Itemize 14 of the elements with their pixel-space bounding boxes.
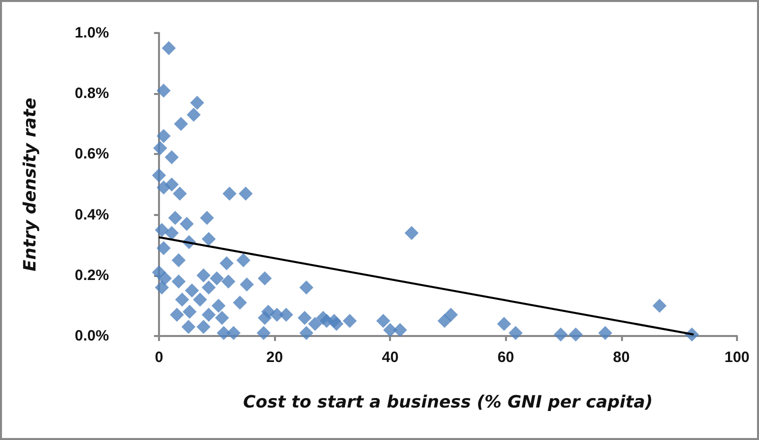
x-tick-label: 60 [497,349,514,366]
x-tick-label: 100 [724,349,750,366]
x-tick-label: 0 [154,349,164,366]
y-tick-label: 0.0% [74,328,109,344]
x-tick-label: 20 [266,349,283,366]
x-tick-label: 80 [613,349,630,366]
y-tick-label: 1.0% [74,24,109,42]
x-tick-label: 40 [382,349,399,366]
y-axis-title: Entry density rate [20,98,40,272]
y-tick-label: 0.8% [74,85,109,102]
y-tick-label: 0.6% [74,146,109,163]
x-axis-title: Cost to start a business (% GNI per capita) [243,392,653,412]
y-tick-label: 0.4% [74,206,109,224]
y-tick-label: 0.2% [74,266,109,284]
